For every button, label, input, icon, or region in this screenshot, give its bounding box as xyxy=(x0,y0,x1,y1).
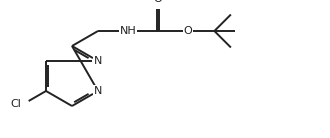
Text: O: O xyxy=(153,0,162,4)
Text: N: N xyxy=(94,86,102,96)
Text: N: N xyxy=(94,56,102,66)
Text: NH: NH xyxy=(119,26,136,36)
Text: Cl: Cl xyxy=(10,99,21,109)
Text: O: O xyxy=(183,26,192,36)
